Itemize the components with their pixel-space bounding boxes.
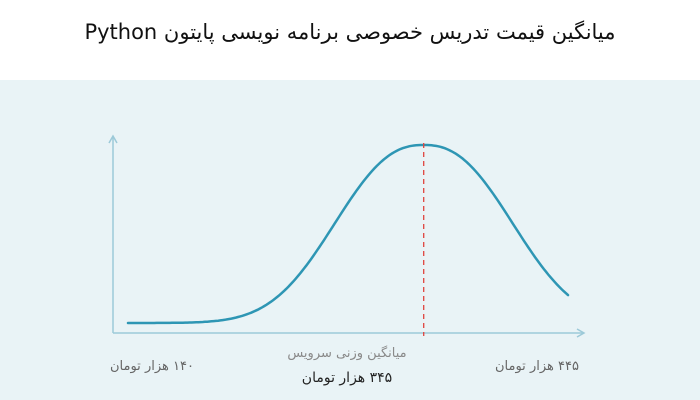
- mean-value-label: ۳۴۵ هزار تومان: [301, 370, 393, 386]
- y-axis-arrow: [108, 134, 118, 144]
- chart-background-panel: [0, 80, 700, 400]
- bell-curve-line: [126, 143, 570, 325]
- chart-title: میانگین قیمت تدریس خصوصی برنامه نویسی پا…: [84, 20, 616, 44]
- x-axis-max-label: ۴۴۵ هزار تومان: [495, 359, 579, 374]
- mean-caption-label: میانگین وزنی سرویس: [287, 346, 407, 361]
- axes: [108, 134, 586, 338]
- x-axis-min-label: ۱۴۰ هزار تومان: [110, 359, 194, 374]
- x-axis-arrow: [576, 328, 586, 338]
